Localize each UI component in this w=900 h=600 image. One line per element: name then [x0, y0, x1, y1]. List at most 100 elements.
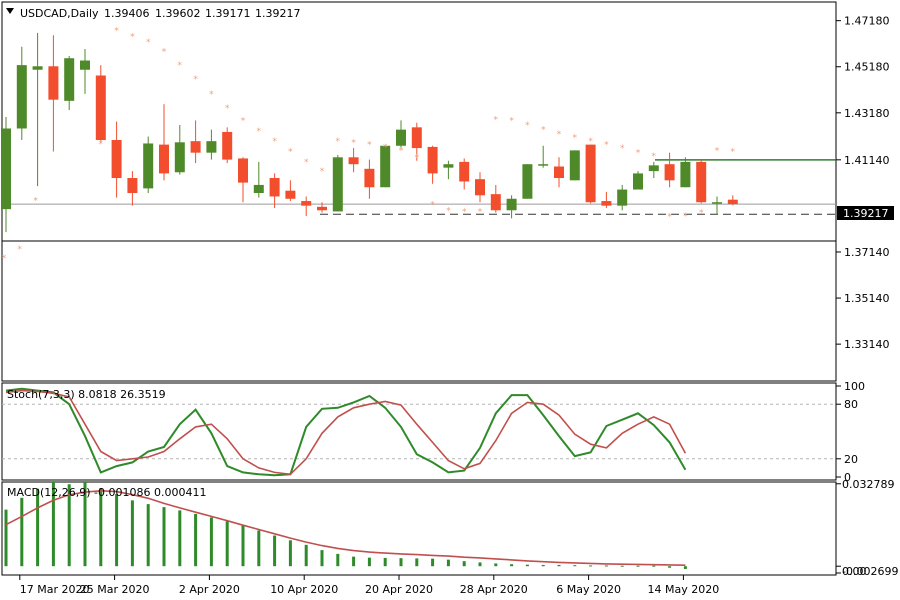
candle-body: [222, 131, 233, 160]
candle-bullish: [143, 136, 154, 193]
sar-dot: *: [225, 104, 230, 114]
macd-histogram-bar: [51, 482, 55, 567]
sar-dot: *: [541, 126, 546, 136]
candle-bullish: [32, 32, 43, 187]
stochastic-main-line: [5, 387, 687, 477]
candle-body: [174, 142, 185, 173]
macd-signal: [5, 489, 686, 566]
sar-dot: *: [272, 137, 277, 147]
candles: [1, 32, 738, 233]
candle-body: [696, 161, 707, 203]
candle-body: [364, 168, 375, 188]
macd-histogram-bar: [225, 521, 229, 567]
candle-body: [459, 161, 470, 182]
macd-histogram-bar: [462, 561, 466, 567]
candle-body: [664, 164, 675, 181]
time-tick-label: 20 Apr 2020: [365, 583, 433, 596]
candle-bullish: [648, 161, 659, 179]
macd-histogram-bar: [573, 565, 577, 567]
candle-body: [111, 140, 122, 179]
macd-histogram-bar: [194, 513, 198, 567]
price-tick-label: 1.43180: [844, 107, 890, 120]
candle-bearish: [411, 122, 422, 161]
macd-histogram-bar: [83, 482, 87, 567]
candle-bearish: [95, 65, 106, 143]
stochastic-tick-label: 20: [844, 453, 858, 466]
macd-histogram-bar: [636, 565, 640, 567]
candle-body: [159, 144, 169, 174]
candle-bearish: [190, 120, 201, 164]
candle-bullish: [80, 49, 90, 94]
sar-dot: *: [683, 212, 688, 222]
macd-histogram-bar: [146, 504, 150, 567]
sar-dot: *: [430, 201, 435, 211]
candle-bullish: [506, 195, 517, 219]
stochastic-tick-label: 0: [844, 471, 851, 484]
candle-bearish: [238, 157, 248, 203]
candle-body: [585, 144, 596, 203]
price-axis: 1.47180 1.45180 1.43180 1.41140 1.37140 1.351…: [836, 15, 890, 351]
candle-body: [490, 194, 501, 211]
macd-histogram-bar: [241, 525, 245, 567]
candle-body: [727, 199, 738, 205]
time-tick-label: 17 Mar 2020: [20, 583, 90, 596]
candle-body: [601, 201, 612, 206]
time-tick-label: 2 Apr 2020: [179, 583, 240, 596]
candle-body: [301, 201, 312, 206]
sar-dot: *: [178, 61, 183, 71]
candle-body: [32, 66, 43, 70]
macd-histogram-bar: [67, 484, 71, 567]
sar-dot: *: [509, 116, 514, 126]
candle-bullish: [443, 160, 454, 180]
candle-bearish: [696, 159, 707, 204]
current-price-badge: [837, 206, 894, 220]
candle-bullish: [380, 145, 391, 188]
sar-dot: *: [367, 141, 372, 151]
macd-histogram-bar: [336, 553, 340, 567]
stochastic-lines: [5, 387, 687, 477]
candle-body: [127, 178, 138, 193]
price-panel-lower-frame: [1, 240, 837, 382]
macd-histogram-bar: [288, 540, 292, 567]
price-tick-label: 1.35140: [844, 292, 890, 305]
macd-histogram-bar: [352, 556, 356, 567]
candle-bullish: [712, 196, 722, 215]
time-tick-label: 25 Mar 2020: [80, 583, 150, 596]
macd-histogram: [4, 482, 687, 569]
candle-bearish: [127, 171, 138, 206]
sar-dot: *: [33, 196, 38, 206]
macd-histogram-bar: [604, 565, 608, 567]
candle-bearish: [554, 157, 564, 188]
sar-dot: *: [146, 38, 151, 48]
candle-bearish: [459, 158, 470, 190]
sar-dot: *: [557, 130, 562, 140]
candle-bullish: [569, 150, 580, 181]
candle-body: [143, 143, 154, 189]
ohlc-close: 1.39217: [255, 7, 301, 20]
macd-tick-label: 0.032789: [842, 478, 895, 491]
sar-dot: *: [336, 137, 341, 147]
candle-body: [475, 179, 485, 196]
macd-histogram-bar: [620, 565, 624, 567]
candle-body: [506, 198, 517, 211]
macd-histogram-bar: [431, 558, 435, 567]
macd-histogram-bar: [478, 562, 482, 567]
macd-histogram-bar: [557, 564, 561, 567]
macd-histogram-bar: [36, 488, 40, 567]
macd-histogram-bar: [589, 565, 593, 567]
price-tick-label: 1.45180: [844, 61, 890, 74]
stochastic-tick-label: 80: [844, 398, 858, 411]
sar-dot: *: [525, 121, 530, 131]
macd-histogram-bar: [115, 494, 119, 567]
candle-body: [317, 206, 327, 211]
symbol-dropdown-icon[interactable]: [6, 8, 14, 14]
sar-dot: *: [415, 153, 420, 163]
sar-dot: *: [731, 148, 736, 158]
candle-bullish: [174, 125, 185, 175]
candle-bearish: [48, 35, 59, 152]
candle-bullish: [64, 55, 75, 111]
sar-dot: *: [715, 146, 720, 156]
candle-body: [269, 178, 280, 197]
